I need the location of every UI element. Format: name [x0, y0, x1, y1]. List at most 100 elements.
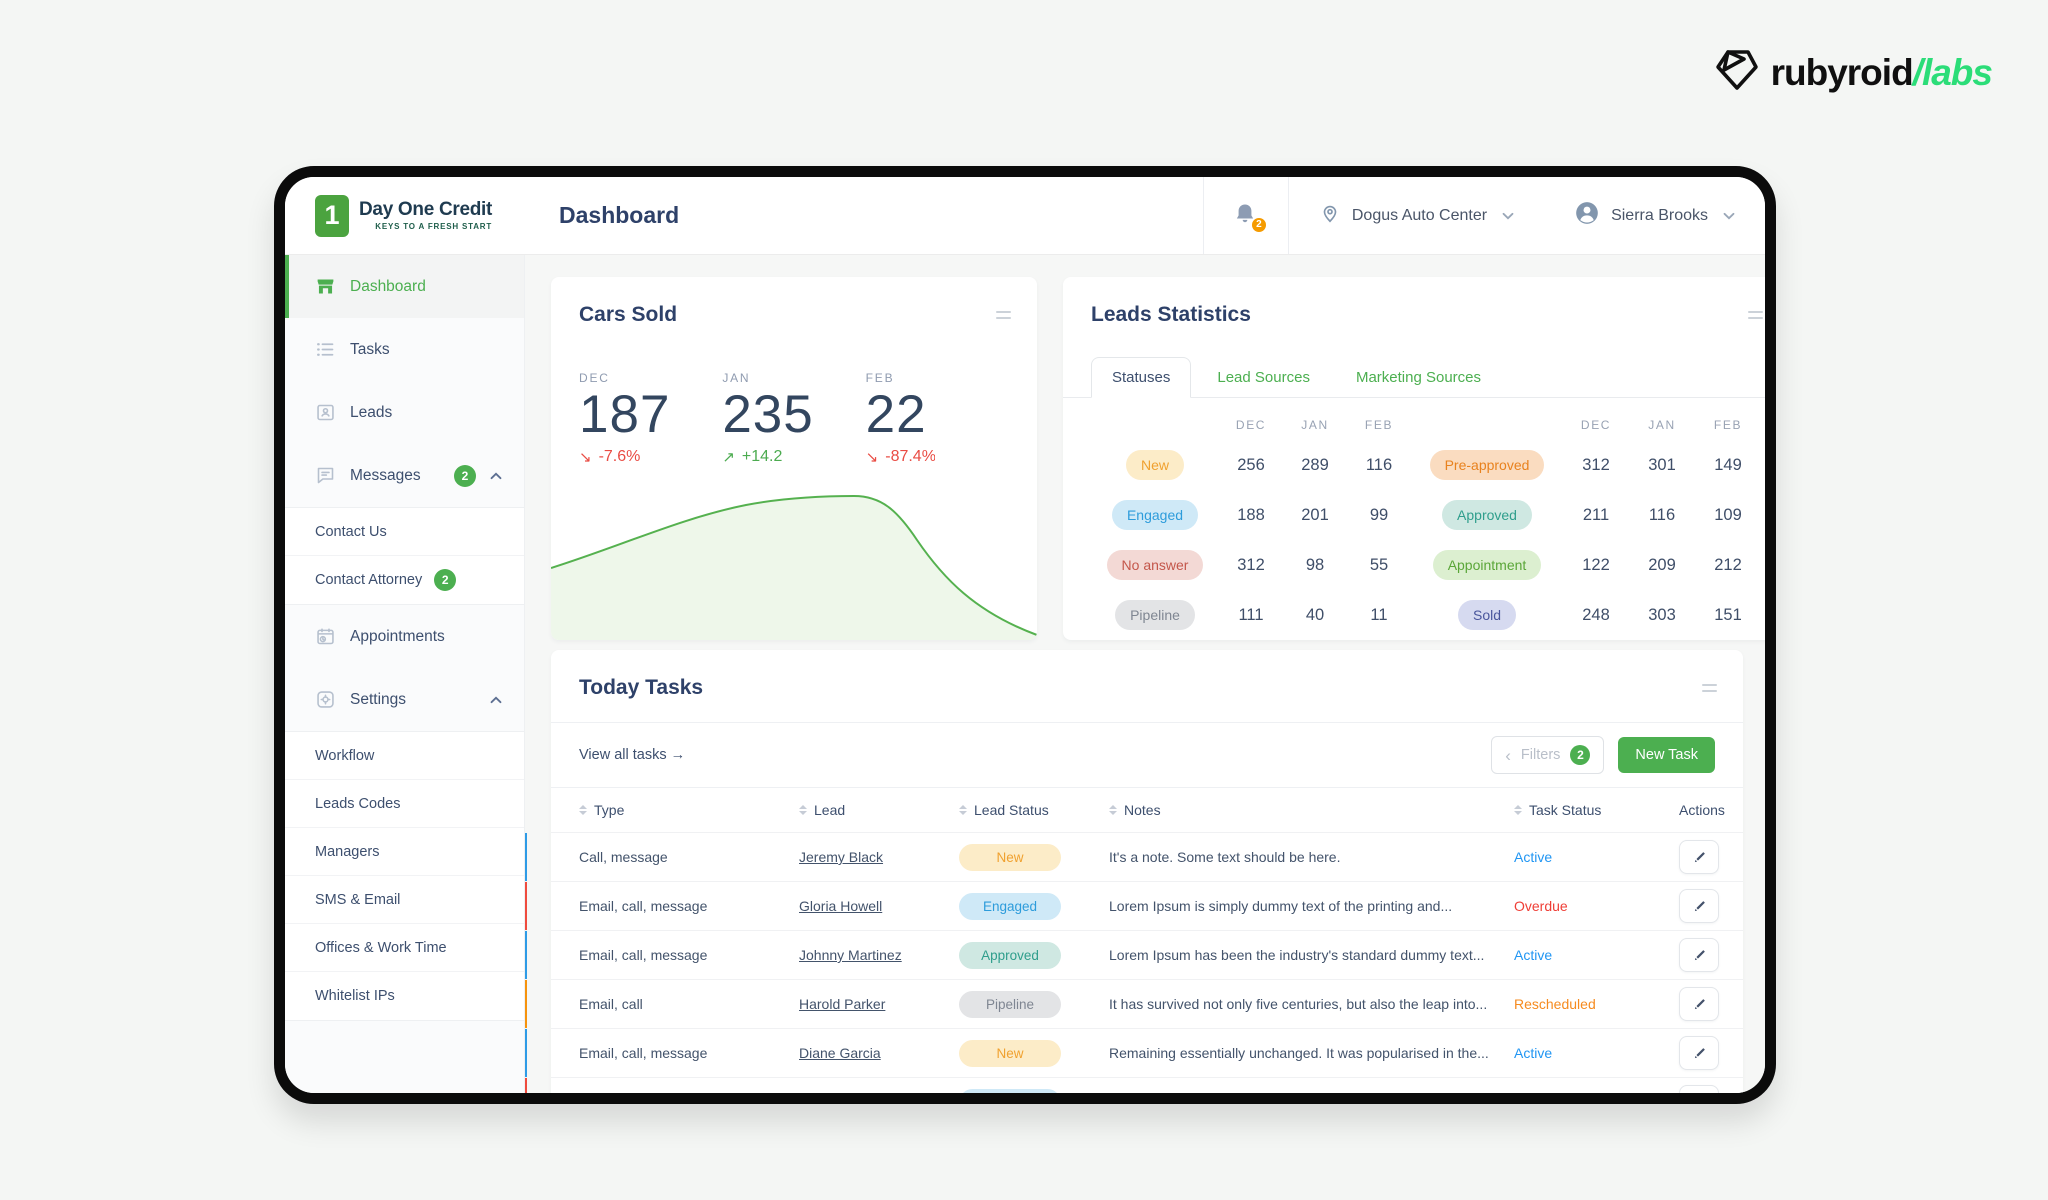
- stat-cell: 303: [1648, 605, 1676, 624]
- notifications-button[interactable]: 2: [1202, 177, 1289, 254]
- sidebar-item-contact-us[interactable]: Contact Us: [285, 508, 524, 556]
- column-header-lead[interactable]: Lead: [799, 802, 959, 818]
- leads-statistics-card: Leads Statistics Statuses Lead Sources M…: [1063, 277, 1765, 640]
- sidebar-item-leads[interactable]: Leads: [285, 381, 524, 444]
- stat-cell: 256: [1237, 455, 1265, 474]
- leads-statistics-tabs: Statuses Lead Sources Marketing Sources: [1063, 357, 1765, 398]
- sidebar-item-settings[interactable]: Settings: [285, 668, 524, 731]
- table-row: Message Jerry Howell Engaged With the re…: [525, 1077, 1743, 1093]
- sidebar-item-label: Managers: [315, 843, 380, 860]
- gear-icon: [315, 689, 336, 710]
- stat-delta: -87.4%: [885, 447, 936, 465]
- stat-cell: 312: [1237, 555, 1265, 574]
- card-menu-icon[interactable]: [996, 311, 1011, 319]
- column-header-type[interactable]: Type: [579, 802, 799, 818]
- main-content: Cars Sold DEC 187 ↘ -7.6% JAN 235: [525, 255, 1765, 1093]
- leads-statistics-title: Leads Statistics: [1091, 303, 1251, 326]
- tab-statuses[interactable]: Statuses: [1091, 357, 1192, 398]
- task-type: Call, message: [579, 849, 668, 865]
- messages-count-badge: 2: [454, 464, 476, 487]
- page-title: Dashboard: [559, 202, 680, 228]
- sidebar-item-dashboard[interactable]: Dashboard: [285, 255, 524, 318]
- sidebar: Dashboard Tasks Leads: [285, 255, 525, 1093]
- stat-cell: 209: [1648, 555, 1676, 574]
- stat-delta: -7.6%: [598, 447, 641, 465]
- tab-lead-sources[interactable]: Lead Sources: [1217, 369, 1310, 386]
- sidebar-item-tasks[interactable]: Tasks: [285, 318, 524, 381]
- column-header: JAN: [1648, 418, 1676, 432]
- task-notes: Lorem Ipsum has been the industry's stan…: [1109, 947, 1485, 963]
- status-badge: Pipeline: [1115, 600, 1195, 630]
- card-menu-icon[interactable]: [1748, 311, 1763, 319]
- leads-statistics-table: DEC JAN FEB DEC JAN FEB New 256 289 116 …: [1063, 404, 1765, 640]
- sidebar-item-leads-codes[interactable]: Leads Codes: [285, 780, 524, 828]
- sidebar-item-sms-email[interactable]: SMS & Email: [285, 876, 524, 924]
- sidebar-item-offices-work-time[interactable]: Offices & Work Time: [285, 924, 524, 972]
- sidebar-item-contact-attorney[interactable]: Contact Attorney 2: [285, 556, 524, 604]
- status-badge: Sold: [1457, 600, 1517, 630]
- table-row: Email, call Harold Parker Pipeline It ha…: [525, 979, 1743, 1028]
- sidebar-item-label: Tasks: [350, 340, 390, 358]
- task-status: Overdue: [1514, 898, 1568, 914]
- sidebar-item-messages[interactable]: Messages 2: [285, 444, 524, 507]
- column-header-notes[interactable]: Notes: [1109, 802, 1514, 818]
- sidebar-item-label: Workflow: [315, 747, 375, 764]
- lead-status-badge: New: [959, 1039, 1061, 1067]
- sidebar-item-label: Contact Attorney: [315, 572, 423, 588]
- sort-icon: [1514, 805, 1522, 815]
- user-menu[interactable]: Sierra Brooks: [1544, 177, 1765, 254]
- sidebar-item-managers[interactable]: Managers: [285, 828, 524, 876]
- stat-value: 22: [865, 385, 927, 444]
- tab-marketing-sources[interactable]: Marketing Sources: [1355, 369, 1482, 386]
- lead-link[interactable]: Jeremy Black: [799, 849, 884, 865]
- user-name: Sierra Brooks: [1611, 206, 1708, 224]
- edit-task-button[interactable]: [1679, 889, 1719, 923]
- stat-cell: 11: [1370, 605, 1388, 624]
- stat-cell: 188: [1237, 505, 1265, 524]
- today-tasks-card: Today Tasks View all tasks → ‹ Filters 2…: [525, 650, 1743, 1093]
- view-all-tasks-link[interactable]: View all tasks →: [579, 747, 686, 763]
- edit-task-button[interactable]: [1679, 1036, 1719, 1070]
- lead-status-badge: Engaged: [959, 1088, 1061, 1093]
- edit-task-button[interactable]: [1679, 840, 1719, 874]
- tasks-table-header: Type Lead Lead Status Notes Task Status …: [551, 788, 1743, 832]
- table-row: Email, call, message Johnny Martinez App…: [525, 930, 1743, 979]
- card-menu-icon[interactable]: [1702, 684, 1717, 692]
- new-task-button[interactable]: New Task: [1618, 737, 1715, 773]
- sidebar-item-label: Whitelist IPs: [315, 988, 395, 1004]
- cars-sold-title: Cars Sold: [579, 303, 678, 326]
- filters-button[interactable]: ‹ Filters 2: [1491, 736, 1605, 774]
- location-selector[interactable]: Dogus Auto Center: [1289, 177, 1544, 254]
- stat-delta: +14.2: [741, 447, 783, 465]
- location-label: Dogus Auto Center: [1351, 206, 1488, 224]
- sidebar-item-whitelist-ips[interactable]: Whitelist IPs: [285, 972, 524, 1020]
- stat-cell: 312: [1582, 455, 1610, 474]
- lead-link[interactable]: Harold Parker: [799, 996, 886, 1012]
- status-badge: New: [1125, 450, 1184, 480]
- top-bar: Dashboard 2: [525, 177, 1765, 255]
- lead-link[interactable]: Gloria Howell: [799, 898, 883, 914]
- sort-icon: [579, 805, 587, 815]
- task-list-icon: [315, 339, 336, 360]
- stat-value: 235: [722, 385, 814, 444]
- lead-link[interactable]: Johnny Martinez: [799, 947, 902, 963]
- task-notes: Remaining essentially unchanged. It was …: [1109, 1045, 1489, 1061]
- stat-cell: 151: [1714, 605, 1742, 624]
- edit-task-button[interactable]: [1679, 1085, 1719, 1093]
- sidebar-item-appointments[interactable]: Appointments: [285, 605, 524, 668]
- rubyroidlabs-logo: rubyroid/labs: [1713, 46, 1993, 99]
- column-header: FEB: [1364, 418, 1394, 432]
- column-header-lead-status[interactable]: Lead Status: [959, 802, 1109, 818]
- stat-cell: 40: [1305, 605, 1325, 624]
- settings-sublist: Workflow Leads Codes Managers SMS & Emai…: [285, 731, 524, 1021]
- task-status: Active: [1514, 1045, 1553, 1061]
- stat-jan: JAN 235 ↗ +14.2: [722, 371, 865, 466]
- task-type: Email, call, message: [579, 1045, 708, 1061]
- column-header-task-status[interactable]: Task Status: [1514, 802, 1679, 818]
- chat-bubble-icon: [315, 465, 336, 486]
- sort-icon: [1109, 805, 1117, 815]
- edit-task-button[interactable]: [1679, 987, 1719, 1021]
- edit-task-button[interactable]: [1679, 938, 1719, 972]
- lead-link[interactable]: Diane Garcia: [799, 1045, 881, 1061]
- sidebar-item-workflow[interactable]: Workflow: [285, 732, 524, 780]
